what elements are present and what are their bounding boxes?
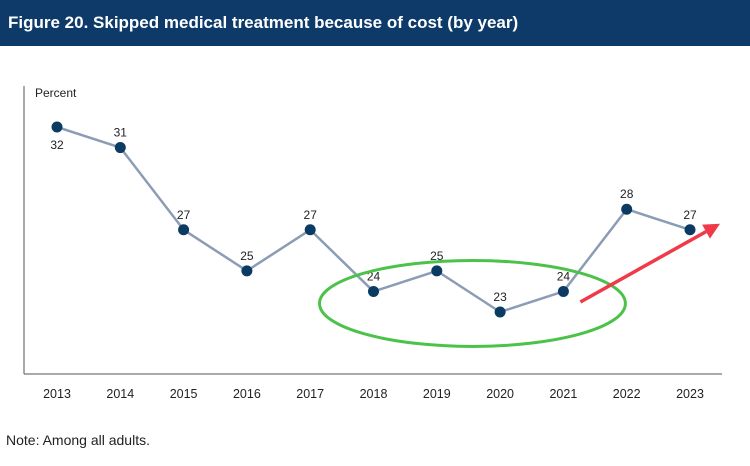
data-label-2022: 28 — [620, 187, 634, 201]
data-point-2022 — [621, 203, 633, 215]
title-banner: Figure 20. Skipped medical treatment bec… — [0, 0, 750, 46]
data-label-2017: 27 — [304, 208, 318, 222]
data-label-2021: 24 — [557, 269, 571, 283]
x-tick-label-2023: 2023 — [676, 387, 704, 401]
data-point-2015 — [178, 224, 190, 236]
x-tick-label-2022: 2022 — [613, 387, 641, 401]
data-label-2023: 27 — [683, 208, 697, 222]
data-point-2023 — [684, 224, 696, 236]
figure-title: Figure 20. Skipped medical treatment bec… — [8, 13, 519, 32]
x-tick-label-2013: 2013 — [43, 387, 71, 401]
x-tick-label-2016: 2016 — [233, 387, 261, 401]
data-point-2017 — [304, 224, 316, 236]
data-label-2013: 32 — [50, 138, 64, 152]
data-point-2016 — [241, 265, 253, 277]
data-point-2019 — [431, 265, 443, 277]
highlight-ellipse — [318, 258, 627, 348]
series-line — [56, 125, 691, 314]
data-point-2013 — [51, 121, 63, 133]
data-point-2018 — [368, 285, 379, 297]
data-point-2020 — [494, 306, 506, 318]
data-label-2015: 27 — [177, 208, 191, 222]
data-point-2021 — [557, 285, 569, 297]
data-label-2016: 25 — [240, 249, 254, 263]
x-tick-label-2018: 2018 — [360, 387, 388, 401]
data-label-2014: 31 — [114, 126, 128, 140]
x-tick-label-2014: 2014 — [106, 387, 134, 401]
data-label-2020: 23 — [493, 290, 507, 304]
y-axis-label: Percent — [35, 86, 77, 100]
x-tick-label-2020: 2020 — [486, 387, 514, 401]
trend-arrow-head — [702, 223, 720, 239]
x-tick-label-2017: 2017 — [296, 387, 324, 401]
x-tick-label-2021: 2021 — [549, 387, 577, 401]
data-point-2014 — [114, 142, 126, 154]
trend-arrow-shaft — [579, 230, 707, 304]
x-tick-label-2019: 2019 — [423, 387, 451, 401]
x-tick-label-2015: 2015 — [170, 387, 198, 401]
data-label-2019: 25 — [430, 249, 444, 263]
footnote: Note: Among all adults. — [6, 432, 150, 448]
